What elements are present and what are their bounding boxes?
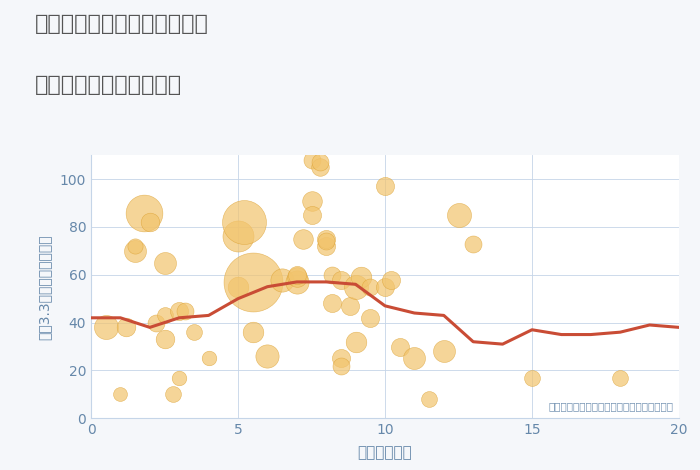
- Point: [424, 395, 435, 403]
- Point: [144, 219, 155, 226]
- Text: 大阪府大阪市西淀川区福町の: 大阪府大阪市西淀川区福町の: [35, 14, 209, 34]
- Point: [335, 362, 346, 369]
- Point: [315, 163, 326, 171]
- Point: [232, 233, 244, 240]
- Point: [326, 300, 337, 307]
- Y-axis label: 坪（3.3㎡）単価（万円）: 坪（3.3㎡）単価（万円）: [37, 234, 51, 339]
- Text: 駅距離別中古戸建て価格: 駅距離別中古戸建て価格: [35, 75, 182, 95]
- Point: [409, 355, 420, 362]
- Point: [188, 329, 199, 336]
- Point: [174, 374, 185, 381]
- Point: [179, 307, 190, 314]
- Point: [526, 374, 538, 381]
- Point: [159, 259, 170, 266]
- Point: [159, 312, 170, 319]
- Point: [321, 237, 332, 245]
- Point: [438, 347, 449, 355]
- Point: [365, 314, 376, 321]
- Point: [174, 307, 185, 314]
- Point: [276, 276, 288, 283]
- Point: [350, 338, 361, 345]
- Point: [291, 271, 302, 279]
- Point: [335, 276, 346, 283]
- Point: [262, 352, 273, 360]
- Point: [326, 271, 337, 279]
- Point: [344, 302, 356, 310]
- Point: [306, 211, 317, 219]
- Point: [115, 391, 126, 398]
- Point: [379, 182, 391, 190]
- Point: [394, 343, 405, 350]
- Point: [139, 209, 150, 216]
- Point: [321, 242, 332, 250]
- Point: [315, 158, 326, 166]
- Point: [306, 156, 317, 164]
- Point: [350, 283, 361, 290]
- Point: [297, 235, 308, 243]
- Point: [306, 197, 317, 204]
- Point: [159, 336, 170, 343]
- Point: [120, 324, 132, 331]
- Point: [453, 211, 464, 219]
- Point: [468, 240, 479, 247]
- Point: [238, 219, 249, 226]
- Point: [356, 274, 367, 281]
- Point: [168, 391, 179, 398]
- Point: [100, 324, 111, 331]
- Point: [385, 276, 396, 283]
- Point: [130, 242, 141, 250]
- Point: [365, 283, 376, 290]
- Point: [291, 274, 302, 281]
- Point: [130, 247, 141, 255]
- X-axis label: 駅距離（分）: 駅距離（分）: [358, 446, 412, 461]
- Point: [247, 329, 258, 336]
- Point: [615, 374, 626, 381]
- Point: [232, 283, 244, 290]
- Point: [291, 278, 302, 286]
- Point: [150, 319, 161, 326]
- Point: [203, 355, 214, 362]
- Point: [247, 278, 258, 286]
- Point: [321, 235, 332, 243]
- Text: 円の大きさは、取引のあった物件面積を示す: 円の大きさは、取引のあった物件面積を示す: [548, 401, 673, 411]
- Point: [379, 283, 391, 290]
- Point: [335, 355, 346, 362]
